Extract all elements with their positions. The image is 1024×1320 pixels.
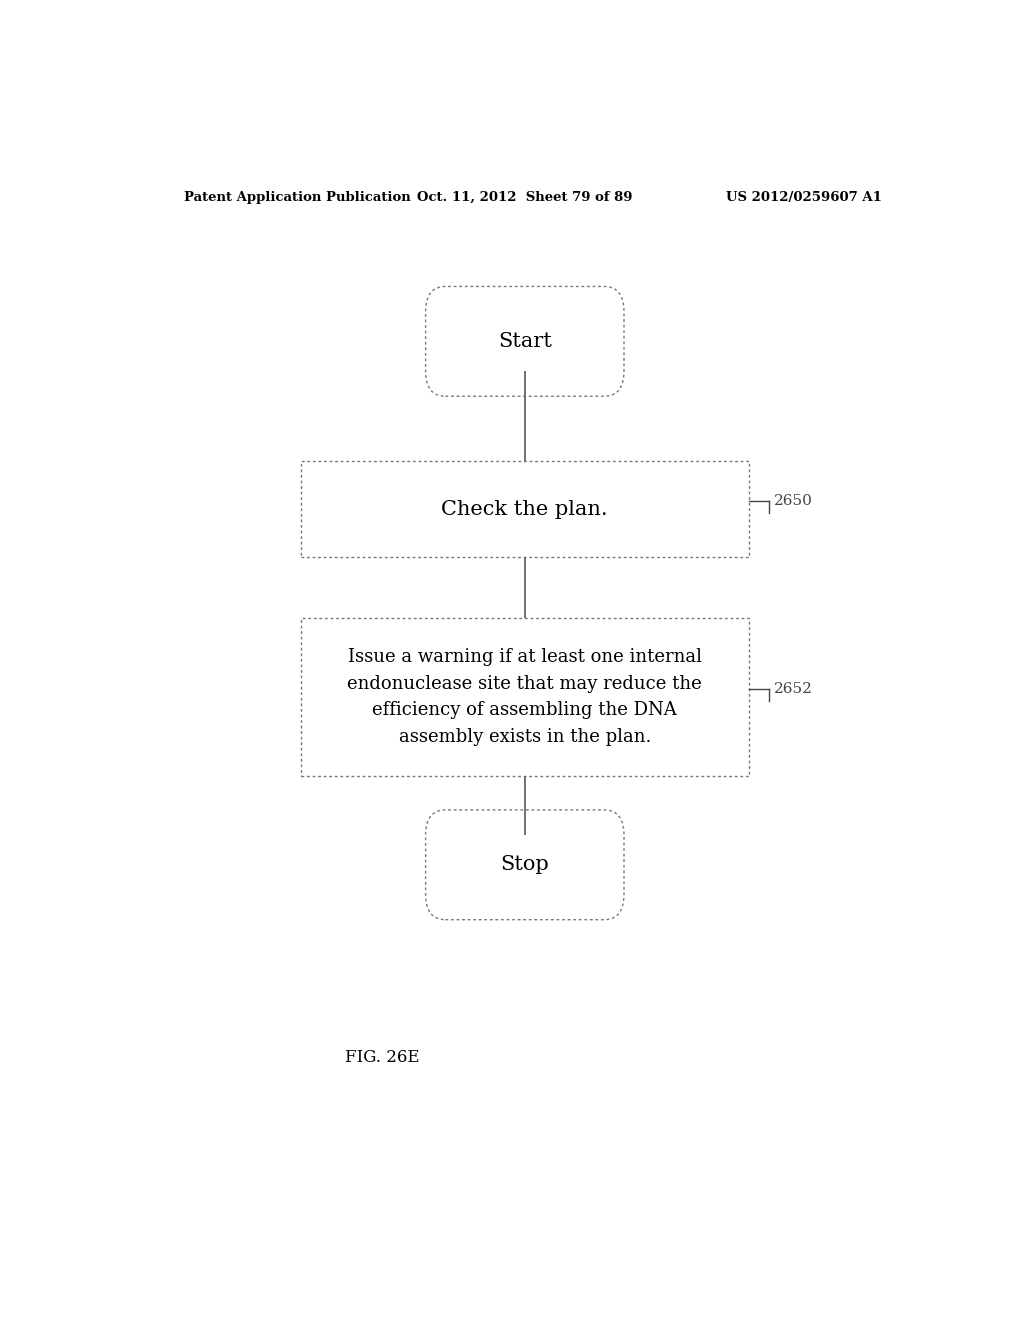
- FancyBboxPatch shape: [426, 286, 624, 396]
- Text: Check the plan.: Check the plan.: [441, 499, 608, 519]
- FancyBboxPatch shape: [301, 461, 749, 557]
- Text: Patent Application Publication: Patent Application Publication: [183, 190, 411, 203]
- Text: FIG. 26E: FIG. 26E: [345, 1049, 419, 1067]
- FancyBboxPatch shape: [301, 618, 749, 776]
- Text: Stop: Stop: [501, 855, 549, 874]
- FancyBboxPatch shape: [426, 810, 624, 920]
- Text: 2650: 2650: [774, 494, 813, 508]
- Text: Oct. 11, 2012  Sheet 79 of 89: Oct. 11, 2012 Sheet 79 of 89: [417, 190, 633, 203]
- Text: US 2012/0259607 A1: US 2012/0259607 A1: [726, 190, 882, 203]
- Text: 2652: 2652: [774, 682, 813, 696]
- Text: Start: Start: [498, 331, 552, 351]
- Text: Issue a warning if at least one internal
endonuclease site that may reduce the
e: Issue a warning if at least one internal…: [347, 648, 702, 746]
